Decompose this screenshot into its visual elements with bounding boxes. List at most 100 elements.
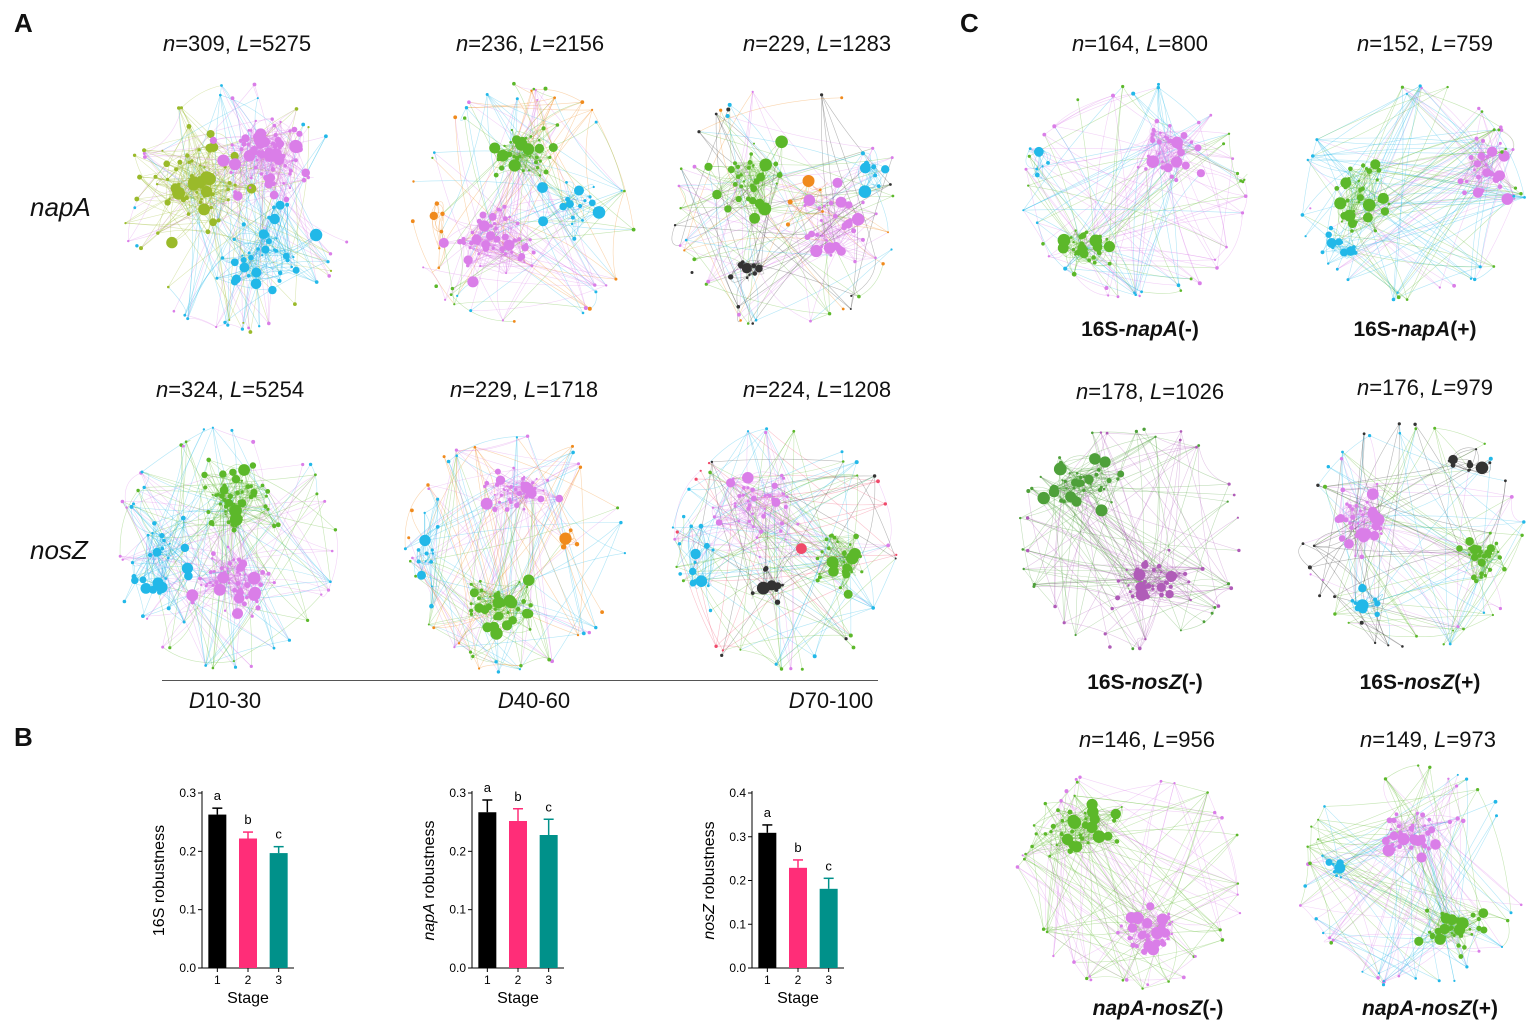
network-edge: [690, 526, 717, 647]
network-node: [527, 169, 531, 172]
network-edge: [694, 166, 860, 297]
network-edge: [729, 104, 817, 252]
network-edge: [513, 124, 558, 157]
n-value: 229: [768, 31, 805, 56]
network-edge: [486, 94, 607, 286]
network-edge: [747, 500, 874, 609]
network-edge: [1305, 87, 1422, 237]
network-edge: [169, 198, 201, 206]
network-edge: [1037, 141, 1160, 223]
network-node: [841, 307, 845, 311]
network-node: [758, 555, 761, 559]
network-node: [249, 129, 253, 132]
network-edge: [1093, 257, 1192, 280]
network-edge: [1474, 198, 1515, 280]
network-edge: [520, 601, 525, 666]
network-edge: [1214, 246, 1227, 261]
network-node: [140, 583, 152, 594]
network-node: [254, 119, 257, 123]
network-node: [774, 599, 781, 605]
network-edge: [1200, 172, 1246, 197]
network-edge: [493, 467, 581, 628]
network-edge: [1042, 166, 1081, 248]
network-edge: [752, 204, 850, 324]
n-value: 176: [1382, 375, 1419, 400]
network-node: [478, 667, 481, 670]
network-edge: [531, 482, 550, 660]
network-edge: [1160, 132, 1173, 177]
network-edge: [201, 585, 207, 666]
network-edge: [187, 155, 229, 190]
network-node: [823, 242, 836, 254]
network-edge: [478, 467, 581, 669]
network-edge: [1023, 133, 1230, 211]
network-edge: [1302, 140, 1484, 216]
network-edge: [181, 155, 189, 215]
network-node: [247, 326, 251, 330]
network-node: [592, 206, 606, 219]
network-node: [122, 599, 127, 604]
network-node: [227, 561, 233, 566]
network-node: [431, 552, 434, 555]
network-node: [796, 522, 800, 526]
network-edge: [428, 624, 520, 670]
network-node: [164, 199, 171, 206]
network-node: [1340, 212, 1348, 220]
network-edge: [1379, 87, 1422, 201]
network-edge: [698, 97, 842, 132]
network-edge: [270, 177, 317, 283]
network-edge: [1378, 151, 1502, 171]
network-node: [489, 595, 491, 598]
network-a-nosz-d10-30: [118, 426, 338, 670]
network-edge: [125, 222, 329, 262]
network-edge: [674, 174, 780, 226]
network-edge: [536, 99, 544, 129]
network-edge: [216, 257, 252, 279]
network-node: [583, 306, 588, 310]
network-edge: [1158, 84, 1169, 142]
network-node: [671, 526, 674, 529]
network-node: [435, 525, 440, 529]
network-edge: [1478, 108, 1493, 174]
network-node: [802, 175, 815, 187]
network-edge: [235, 510, 308, 621]
network-edge: [466, 101, 583, 108]
network-node: [220, 84, 223, 87]
network-node: [849, 556, 855, 562]
stage-label-1: D10-30: [165, 688, 285, 714]
network-edge: [236, 224, 245, 261]
network-node: [215, 276, 219, 280]
network-node: [756, 581, 770, 595]
network-edge: [740, 250, 817, 321]
network-node: [675, 565, 678, 569]
network-node: [166, 606, 171, 611]
network-edge: [264, 506, 269, 516]
network-node: [594, 120, 598, 124]
network-node: [283, 196, 290, 203]
network-edge: [478, 596, 493, 604]
network-node: [326, 588, 331, 592]
network-node: [771, 497, 776, 502]
network-edge: [474, 447, 496, 510]
network-edge: [679, 109, 729, 246]
network-node: [1078, 233, 1084, 240]
network-edge: [427, 484, 497, 662]
network-node: [524, 495, 528, 499]
network-edge: [1355, 252, 1398, 293]
network-node: [290, 265, 293, 269]
network-node: [496, 207, 501, 212]
network-edge: [167, 126, 190, 180]
network-edge: [242, 491, 275, 527]
l-value: 1026: [1175, 379, 1225, 404]
network-edge: [1369, 170, 1481, 268]
network-edge: [464, 118, 503, 250]
network-edge: [718, 487, 749, 523]
network-edge: [133, 503, 235, 662]
network-node: [690, 271, 694, 274]
network-edge: [260, 159, 273, 256]
network-edge: [694, 508, 749, 563]
network-edge: [1474, 266, 1495, 280]
network-node: [1241, 180, 1245, 184]
network-edge: [254, 84, 292, 267]
network-edge: [468, 101, 593, 111]
